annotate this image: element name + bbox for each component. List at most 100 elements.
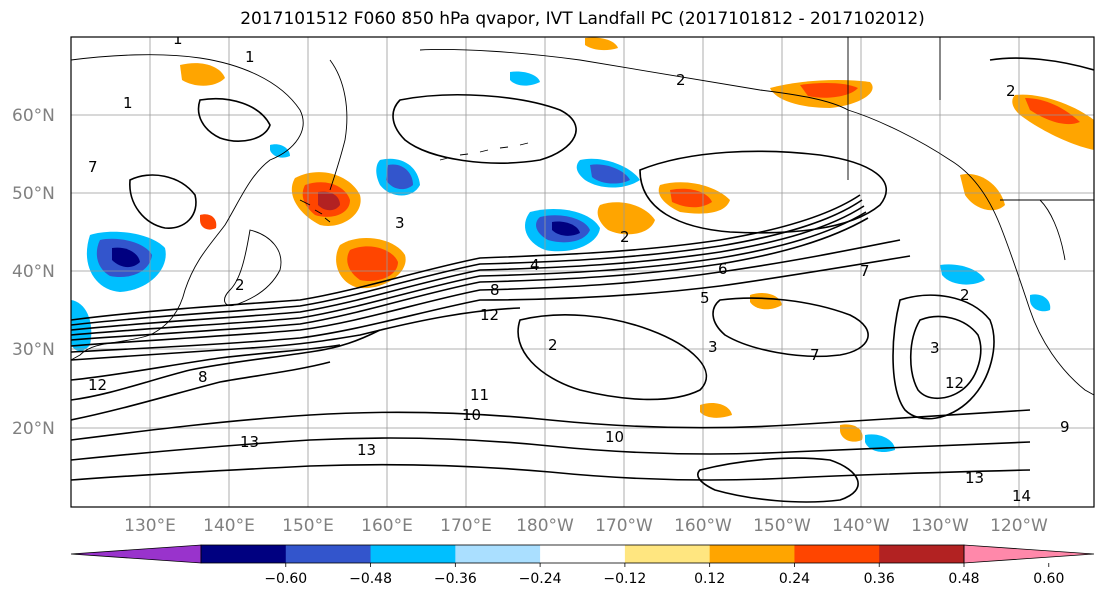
contour-line: [71, 344, 341, 381]
lat-label: 50°N: [12, 184, 55, 204]
colorbar-tick-label: −0.12: [603, 571, 646, 587]
colorbar-bin: [201, 545, 287, 563]
coastlines: [71, 37, 1094, 396]
contour-labels: 1 1 2 1 2 2 3 4 7 6 5 3 2 2 7 12 8 13 13…: [88, 30, 1070, 505]
lat-label: 20°N: [12, 419, 55, 439]
asia-coastline: [71, 54, 304, 361]
anomaly-fill: [200, 214, 217, 230]
contour-label: 11: [470, 386, 489, 404]
anomaly-fill: [750, 293, 782, 310]
colorbar-bin: [879, 545, 965, 563]
contour-line: [71, 239, 901, 347]
lon-label: 140°W: [832, 516, 890, 536]
contour-label: 9: [1060, 418, 1070, 436]
anomaly-fill: [800, 83, 858, 98]
contour-line: [71, 437, 1031, 461]
contour-line: [129, 174, 197, 229]
anomaly-fill: [318, 191, 340, 211]
contour-line: [712, 297, 869, 358]
colorbar-bin: [285, 545, 372, 563]
lon-label: 130°E: [124, 516, 176, 536]
anomaly-fill: [270, 144, 290, 158]
lon-label: 140°E: [203, 516, 255, 536]
colorbar-bin: [455, 545, 541, 563]
contour-label: 2: [548, 336, 558, 354]
contour-line: [517, 314, 707, 401]
contour-line: [71, 217, 869, 341]
contour-line: [71, 205, 865, 331]
lat-label: 30°N: [12, 340, 55, 360]
contour-label: 8: [198, 368, 208, 386]
colorbar-tick-label: 0.48: [948, 571, 979, 587]
contour-line: [71, 199, 863, 326]
contour-label: 8: [490, 281, 500, 299]
anomaly-fill: [552, 221, 580, 236]
lon-label: 170°W: [595, 516, 653, 536]
anomaly-fill: [840, 424, 863, 442]
anomaly-fill: [1030, 294, 1051, 312]
contour-line: [71, 361, 331, 421]
colorbar: −0.60 −0.48 −0.36 −0.24 −0.12 0.12 0.24 0.36 0.4…: [70, 544, 1095, 587]
map-title: 2017101512 F060 850 hPa qvapor, IVT Land…: [240, 9, 925, 29]
anomaly-fill: [510, 71, 540, 86]
aleutian-islands: [439, 142, 529, 161]
kamchatka-coastline: [329, 59, 348, 191]
anomaly-fill: [1025, 98, 1080, 125]
lon-label: 160°E: [361, 516, 413, 536]
colorbar-tick-label: 0.24: [779, 571, 810, 587]
contour-label: 7: [810, 346, 820, 364]
contour-line: [71, 255, 911, 353]
lat-label: 40°N: [12, 262, 55, 282]
anomaly-fill: [590, 164, 630, 184]
colorbar-bin: [540, 545, 626, 563]
contour-label: 13: [240, 433, 259, 451]
colorbar-extend-low: [70, 544, 202, 564]
colorbar-tick-label: −0.60: [264, 571, 307, 587]
positive-anomaly-fills: [180, 37, 1094, 442]
colorbar-tick-label: 0.12: [694, 571, 725, 587]
colorbar-bin: [624, 545, 711, 563]
contour-label: 12: [945, 374, 964, 392]
lon-label: 120°W: [990, 516, 1048, 536]
contour-label: 4: [530, 256, 540, 274]
contour-line: [71, 211, 867, 336]
contour-label: 7: [88, 158, 98, 176]
lon-label: 150°E: [282, 516, 334, 536]
latitude-labels: 60°N 50°N 40°N 30°N 20°N: [12, 106, 55, 439]
contour-label: 13: [357, 441, 376, 459]
colorbar-frame: [200, 544, 965, 564]
contour-label: 10: [462, 406, 481, 424]
colorbar-bin: [709, 545, 795, 563]
contour-line: [909, 315, 982, 400]
contour-label: 3: [930, 339, 940, 357]
contour-line: [697, 457, 859, 503]
colorbar-tick-label: 0.60: [1033, 571, 1064, 587]
contour-label: 3: [395, 214, 405, 232]
contour-label: 12: [480, 306, 499, 324]
anomaly-fill: [700, 403, 732, 418]
contour-label: 13: [965, 469, 984, 487]
contour-label: 7: [860, 262, 870, 280]
contour-label: 14: [1012, 487, 1031, 505]
contour-line: [197, 97, 271, 142]
anomaly-fill: [180, 63, 225, 86]
anomaly-fill: [585, 37, 618, 51]
lon-label: 180°W: [516, 516, 574, 536]
contour-label: 1: [173, 30, 183, 48]
contour-label: 2: [960, 286, 970, 304]
anomaly-fill: [112, 247, 140, 268]
contour-label: 12: [88, 376, 107, 394]
alaska-coastline: [419, 49, 849, 111]
contour-label: 5: [700, 289, 710, 307]
colorbar-tick-label: −0.24: [519, 571, 562, 587]
colorbar-tick-label: −0.48: [349, 571, 392, 587]
map-frame: [70, 36, 1095, 508]
lon-label: 160°W: [674, 516, 732, 536]
contour-label: 2: [1006, 82, 1016, 100]
anomaly-fill: [347, 246, 398, 282]
anomaly-fill: [386, 164, 413, 190]
kuril-islands: [299, 199, 331, 223]
longitude-labels: 130°E 140°E 150°E 160°E 170°E 180°W 170°…: [124, 516, 1048, 536]
contour-label: 2: [676, 71, 686, 89]
